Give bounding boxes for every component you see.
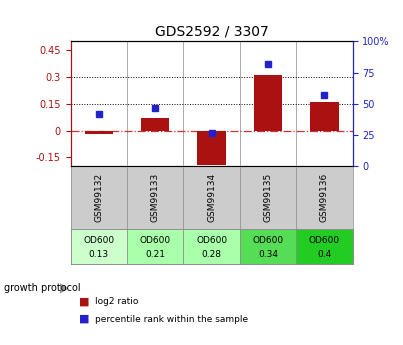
Text: log2 ratio: log2 ratio bbox=[95, 297, 138, 306]
Bar bbox=[141, 118, 169, 131]
Text: ■: ■ bbox=[79, 297, 89, 307]
Text: 0.13: 0.13 bbox=[89, 249, 109, 259]
Text: ■: ■ bbox=[79, 314, 89, 324]
Text: 0.28: 0.28 bbox=[202, 249, 222, 259]
Bar bbox=[183, 229, 240, 264]
Text: GSM99136: GSM99136 bbox=[320, 173, 329, 222]
Bar bbox=[197, 131, 226, 165]
Title: GDS2592 / 3307: GDS2592 / 3307 bbox=[155, 25, 268, 39]
Bar bbox=[71, 229, 127, 264]
Text: 0.21: 0.21 bbox=[145, 249, 165, 259]
Text: GSM99135: GSM99135 bbox=[264, 173, 272, 222]
Text: 0.4: 0.4 bbox=[317, 249, 332, 259]
Bar bbox=[85, 131, 113, 134]
Bar bbox=[296, 229, 353, 264]
Text: percentile rank within the sample: percentile rank within the sample bbox=[95, 315, 248, 324]
Text: OD600: OD600 bbox=[252, 236, 284, 245]
Bar bbox=[127, 229, 183, 264]
Text: 0.34: 0.34 bbox=[258, 249, 278, 259]
Text: GSM99133: GSM99133 bbox=[151, 173, 160, 222]
Polygon shape bbox=[60, 283, 69, 294]
Text: GSM99132: GSM99132 bbox=[94, 173, 103, 222]
Text: GSM99134: GSM99134 bbox=[207, 173, 216, 222]
Bar bbox=[240, 229, 296, 264]
Text: OD600: OD600 bbox=[309, 236, 340, 245]
Text: OD600: OD600 bbox=[139, 236, 171, 245]
Text: growth protocol: growth protocol bbox=[4, 283, 81, 293]
Text: OD600: OD600 bbox=[83, 236, 114, 245]
Text: OD600: OD600 bbox=[196, 236, 227, 245]
Bar bbox=[310, 102, 339, 131]
Bar bbox=[254, 75, 282, 131]
